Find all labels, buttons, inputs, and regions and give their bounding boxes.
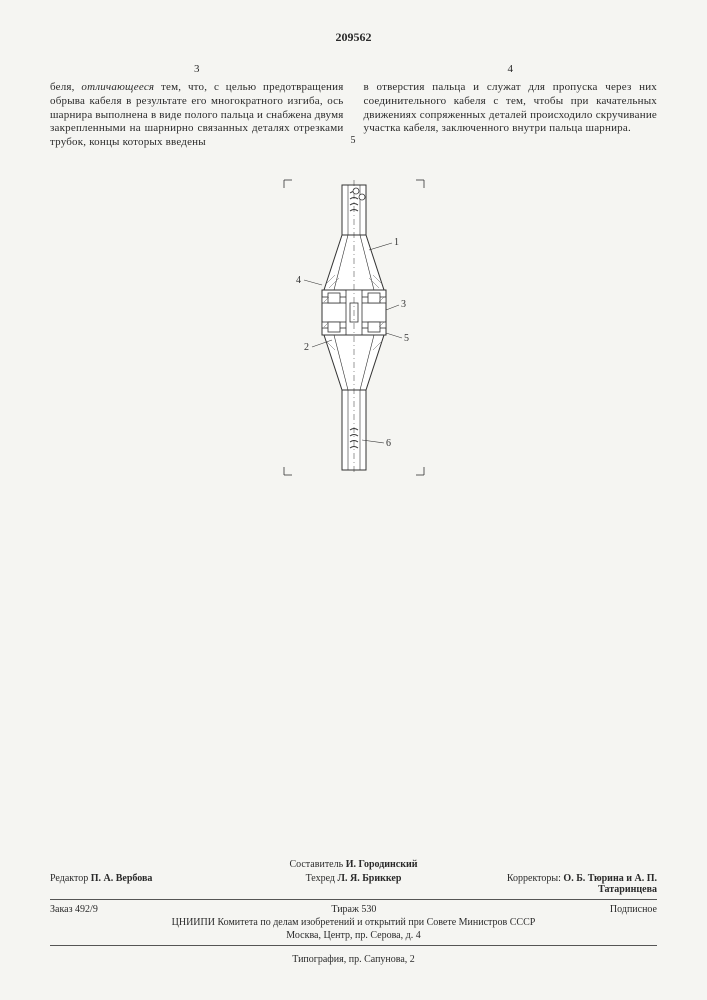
compiler-name: И. Городинский (346, 859, 418, 870)
document-number: 209562 (50, 30, 657, 45)
org-line: ЦНИИПИ Комитета по делам изобретений и о… (50, 917, 657, 928)
order-number: Заказ 492/9 (50, 904, 98, 915)
figure-label-4: 4 (296, 275, 301, 286)
figure-label-5: 5 (404, 333, 409, 344)
order-row: Заказ 492/9 Тираж 530 Подписное (50, 904, 657, 915)
figure-label-2: 2 (304, 342, 309, 353)
divider-1 (50, 899, 657, 900)
compiler-line: Составитель И. Городинский (50, 859, 657, 870)
editor-label: Редактор (50, 873, 88, 884)
editor-name: П. А. Вербова (91, 873, 153, 884)
tirazh: Тираж 530 (331, 904, 376, 915)
compiler-label: Составитель (289, 859, 343, 870)
figure-label-6: 6 (386, 438, 391, 449)
col-text-right: в отверстия пальца и служат для пропуска… (364, 81, 658, 136)
figure-label-3: 3 (401, 299, 406, 310)
patent-figure: 1 4 3 5 2 6 (254, 175, 454, 485)
text-columns: 3 беля, отличающееся тем, что, с целью п… (50, 63, 657, 150)
proof-names: О. Б. Тюрина и А. П. Татаринцева (563, 873, 657, 895)
col-text-left: беля, отличающееся тем, что, с целью пре… (50, 81, 344, 150)
tech-label: Техред (306, 873, 335, 884)
addr-line: Москва, Центр, пр. Серова, д. 4 (50, 930, 657, 941)
line-number: 5 (351, 135, 356, 146)
credits-row: Редактор П. А. Вербова Техред Л. Я. Брик… (50, 873, 657, 895)
subscript: Подписное (610, 904, 657, 915)
footer: Составитель И. Городинский Редактор П. А… (50, 859, 657, 965)
column-left: 3 беля, отличающееся тем, что, с целью п… (50, 63, 344, 150)
text-span: беля, отличающееся тем, что, с целью пре… (50, 81, 344, 148)
proof-label: Корректоры: (507, 873, 561, 884)
tech-name: Л. Я. Бриккер (338, 873, 402, 884)
divider-2 (50, 945, 657, 946)
col-num-left: 3 (50, 63, 344, 75)
figure-label-1: 1 (394, 237, 399, 248)
column-right: 4 в отверстия пальца и служат для пропус… (364, 63, 658, 150)
typography-line: Типография, пр. Сапунова, 2 (50, 954, 657, 965)
col-num-right: 4 (364, 63, 658, 75)
